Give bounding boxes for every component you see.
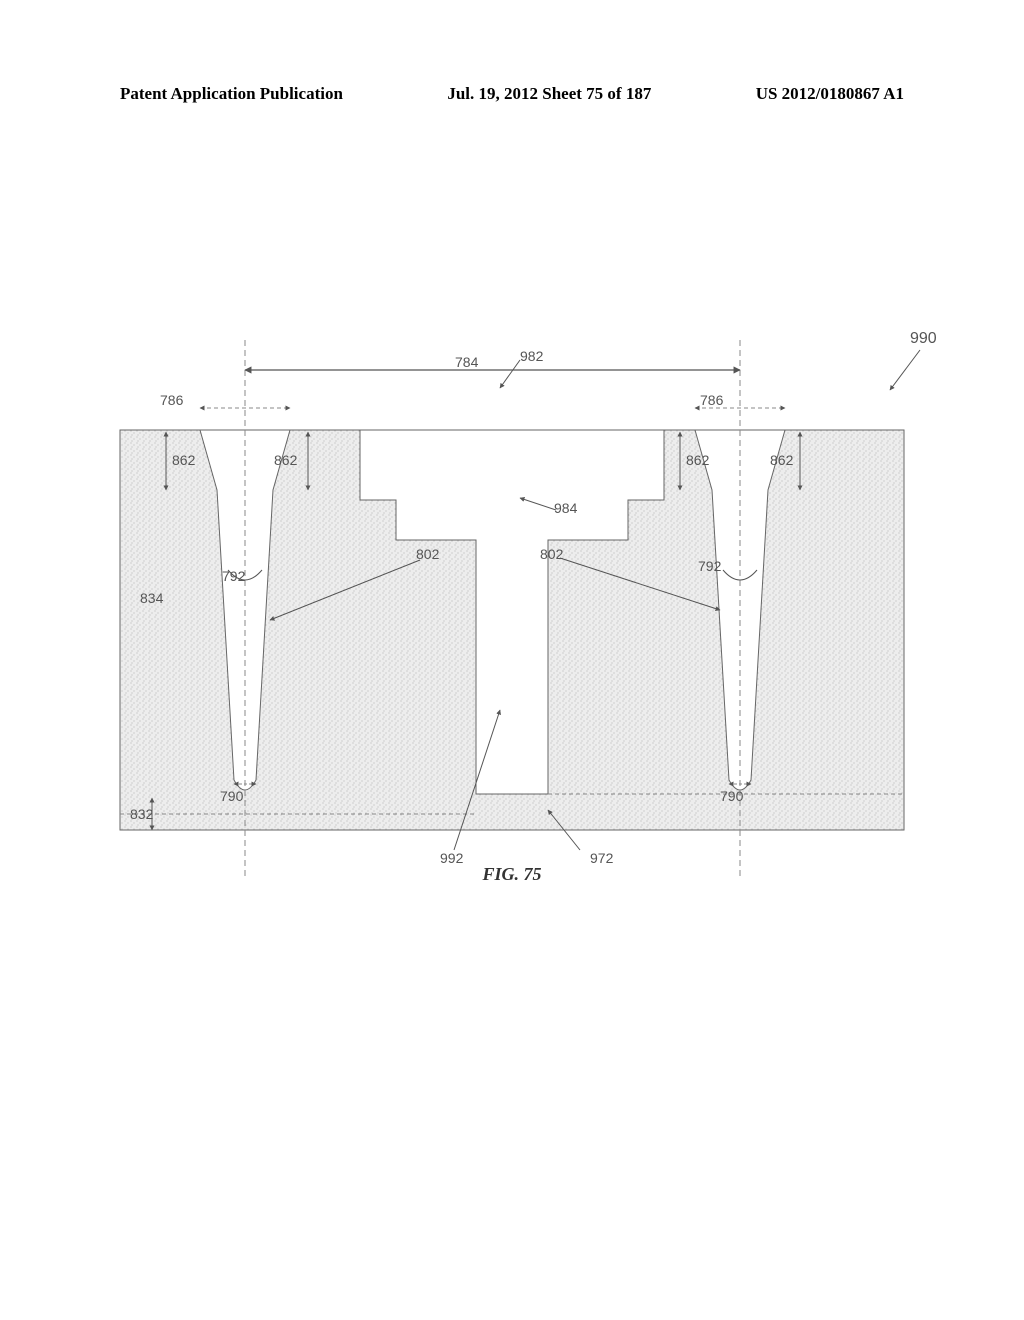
ref-792-l: 792 xyxy=(222,568,245,584)
page-header: Patent Application Publication Jul. 19, … xyxy=(0,84,1024,104)
ref-790-l: 790 xyxy=(220,788,243,804)
header-left: Patent Application Publication xyxy=(120,84,343,104)
ref-832: 832 xyxy=(130,806,153,822)
ref-862-ra: 862 xyxy=(686,452,709,468)
leader-984 xyxy=(520,498,556,510)
ref-784: 784 xyxy=(455,354,478,370)
ref-862-lb: 862 xyxy=(274,452,297,468)
ref-786-r: 786 xyxy=(700,392,723,408)
header-center: Jul. 19, 2012 Sheet 75 of 187 xyxy=(447,84,651,104)
leader-990 xyxy=(890,350,920,390)
header-right: US 2012/0180867 A1 xyxy=(756,84,904,104)
ref-990: 990 xyxy=(910,330,937,348)
figure-75: 784 982 786 786 862 862 862 862 984 802 … xyxy=(100,340,924,900)
ref-982: 982 xyxy=(520,348,543,364)
figure-caption-row: FIG. 75 xyxy=(100,864,924,885)
ref-862-rb: 862 xyxy=(770,452,793,468)
leader-982 xyxy=(500,360,520,388)
ref-786-l: 786 xyxy=(160,392,183,408)
figure-svg xyxy=(100,340,924,900)
ref-802-l: 802 xyxy=(416,546,439,562)
ref-790-r: 790 xyxy=(720,788,743,804)
figure-caption: FIG. 75 xyxy=(482,864,541,884)
ref-984: 984 xyxy=(554,500,577,516)
ref-862-la: 862 xyxy=(172,452,195,468)
ref-834: 834 xyxy=(140,590,163,606)
ref-792-r: 792 xyxy=(698,558,721,574)
ref-802-r: 802 xyxy=(540,546,563,562)
substrate-body xyxy=(120,430,904,830)
